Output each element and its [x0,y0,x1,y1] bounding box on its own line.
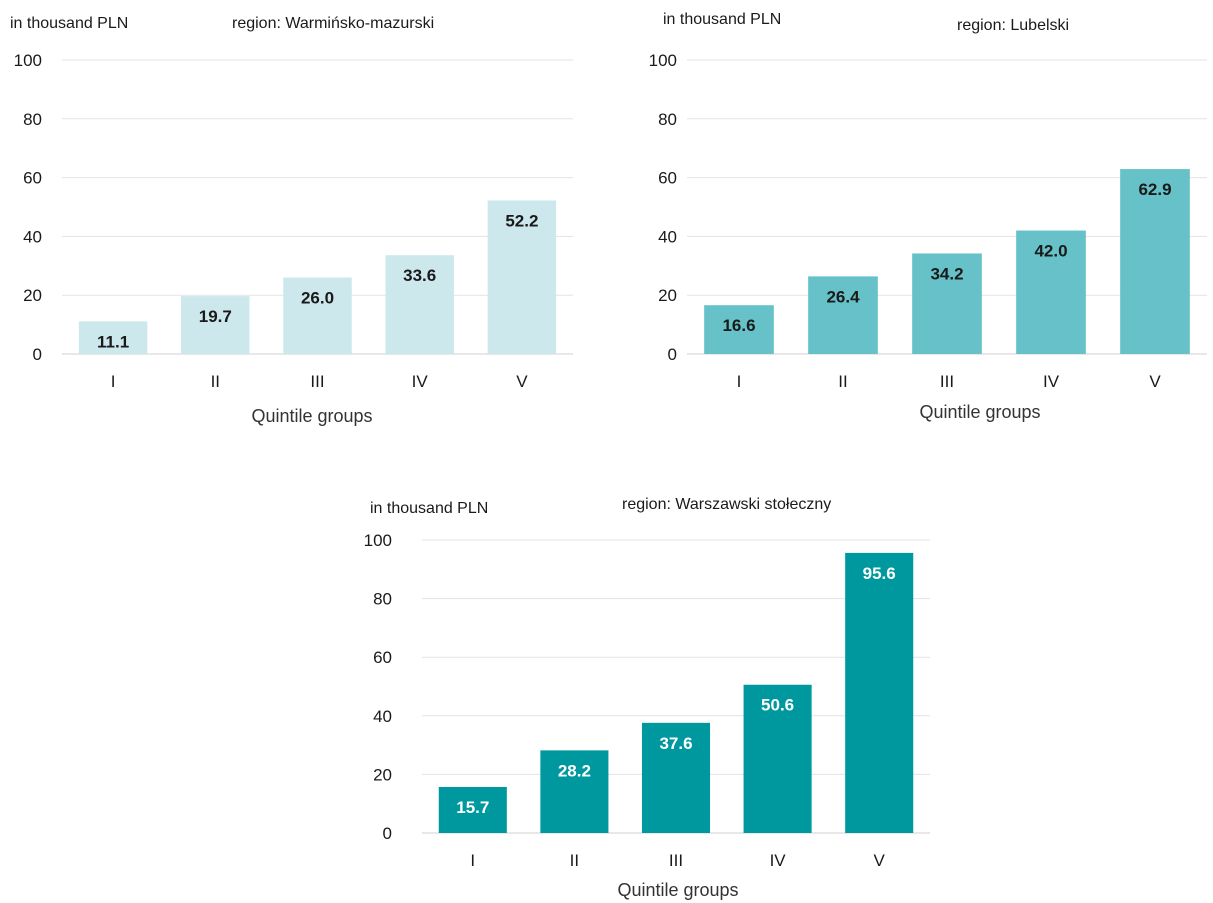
y-tick-label: 40 [23,227,42,246]
bar [385,255,454,354]
y-tick-label: 20 [23,286,42,305]
region-label: region: Warszawski stołeczny [622,496,831,513]
data-label: 26.4 [826,287,860,306]
region-label: region: Lubelski [957,17,1069,34]
y-tick-label: 0 [33,345,42,364]
unit-label: in thousand PLN [663,11,781,28]
y-tick-label: 80 [23,110,42,129]
bar [78,321,148,354]
x-axis-label: Quintile groups [919,402,1040,422]
y-tick-label: 80 [658,110,677,129]
data-label: 37.6 [659,734,692,753]
data-label: 15.7 [456,798,489,817]
chart-lubelski: in thousand PLN region: Lubelski 0 20 40 60… [610,0,1210,440]
data-label: 42.0 [1034,242,1067,261]
bar [641,722,711,833]
chart-warszawski-stoleczny: in thousand PLN region: Warszawski stołe… [352,478,952,903]
x-tick-label: IV [412,372,429,391]
unit-label: in thousand PLN [10,15,128,32]
bar [487,200,557,354]
data-label: 95.6 [863,564,896,583]
y-tick-label: 80 [373,590,392,609]
x-tick-label: II [570,851,579,870]
bar [283,277,352,354]
y-tick-label: 0 [668,345,677,364]
x-tick-label: III [669,851,683,870]
x-tick-label: II [211,372,220,391]
bar [181,296,250,354]
x-tick-label: V [516,372,528,391]
bar [808,276,878,354]
data-label: 50.6 [761,696,794,715]
data-label: 11.1 [97,332,129,351]
x-tick-label: IV [770,851,787,870]
x-tick-label: IV [1043,372,1060,391]
plot-area: 0 20 40 60 80 100 11.1 I 19.7 II 26.0 III 33.6 IV 52.2… [14,51,573,391]
y-tick-label: 100 [14,51,42,70]
x-tick-label: I [111,372,116,391]
bar [1016,230,1086,354]
y-tick-label: 40 [373,707,392,726]
y-tick-label: 20 [658,286,677,305]
bar [438,786,507,833]
bar [704,305,774,354]
bar [912,253,982,354]
plot-area: 0 20 40 60 80 100 16.6 I 26.4 II 34.2 III 42.0 IV 62.9… [649,51,1207,391]
y-tick-label: 100 [649,51,677,70]
data-label: 19.7 [199,307,232,326]
y-tick-label: 40 [658,227,677,246]
y-tick-label: 60 [373,648,392,667]
data-label: 62.9 [1138,180,1171,199]
y-tick-label: 60 [658,169,677,188]
bar [540,750,609,833]
plot-area: 0 20 40 60 80 100 15.7 I 28.2 II 37.6 III 50.6 IV 95.6… [364,531,930,870]
data-label: 16.6 [722,316,755,335]
y-tick-label: 100 [364,531,392,550]
bar [845,552,914,833]
y-tick-label: 20 [373,765,392,784]
chart-lubelski-svg: in thousand PLN region: Lubelski 0 20 40 60… [649,11,1207,422]
data-label: 28.2 [558,761,591,780]
chart-warminsko-mazurski-svg: in thousand PLN region: Warmińsko-mazurs… [10,15,573,426]
unit-label: in thousand PLN [370,500,488,517]
data-label: 26.0 [301,289,334,308]
x-tick-label: I [737,372,742,391]
y-tick-label: 60 [23,169,42,188]
x-tick-label: V [1149,372,1161,391]
x-tick-label: V [874,851,886,870]
x-tick-label: III [940,372,954,391]
y-tick-label: 0 [383,824,392,843]
bar [743,684,812,833]
data-label: 33.6 [403,266,436,285]
data-label: 52.2 [505,212,538,231]
x-tick-label: III [310,372,324,391]
bar [1120,169,1190,354]
x-tick-label: I [470,851,475,870]
x-axis-label: Quintile groups [251,406,372,426]
x-axis-label: Quintile groups [617,880,738,900]
region-label: region: Warmińsko-mazurski [232,15,434,32]
chart-warminsko-mazurski: in thousand PLN region: Warmińsko-mazurs… [0,0,600,440]
x-tick-label: II [838,372,847,391]
data-label: 34.2 [930,264,963,283]
chart-warszawski-stoleczny-svg: in thousand PLN region: Warszawski stołe… [364,496,930,900]
